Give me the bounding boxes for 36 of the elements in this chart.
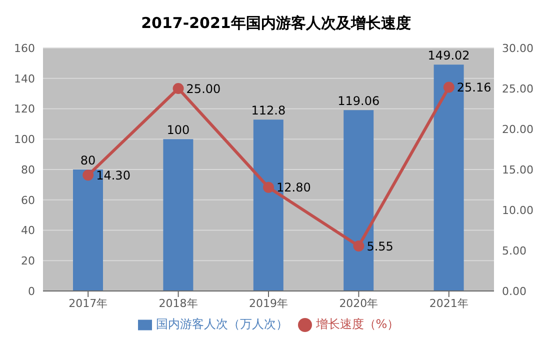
point xyxy=(443,82,454,93)
chart-title: 2017-2021年国内游客人次及增长速度 xyxy=(140,13,412,34)
y-tick-label: 60 xyxy=(21,194,35,207)
x-tick-label: 2019年 xyxy=(249,296,288,310)
legend-label: 增长速度（%） xyxy=(316,317,400,331)
x-tick-label: 2020年 xyxy=(339,296,378,310)
y-tick-label: 100 xyxy=(14,133,35,146)
point xyxy=(172,83,184,94)
y-tick-label: 80 xyxy=(21,163,35,176)
y2-tick-label: 30.00 xyxy=(502,42,534,55)
data-label: 119.06 xyxy=(338,94,380,108)
y-tick-label: 140 xyxy=(14,72,35,86)
y-tick-label: 120 xyxy=(14,102,35,116)
point xyxy=(353,240,364,252)
y-tick-label: 20 xyxy=(21,254,35,268)
x-tick-label: 2017年 xyxy=(68,296,108,310)
y2-tick-label: 5.00 xyxy=(502,244,526,258)
y2-tick-label: 25.00 xyxy=(502,82,534,96)
y-tick-label: 40 xyxy=(21,224,35,238)
point xyxy=(82,170,94,181)
y2-tick-label: 0.00 xyxy=(502,284,526,298)
y-tick-label: 160 xyxy=(14,42,35,55)
y2-tick-label: 20.00 xyxy=(502,122,534,136)
data-label: 112.8 xyxy=(251,104,286,118)
y-tick-label: 0 xyxy=(28,284,35,298)
y2-tick-label: 10.00 xyxy=(502,204,534,217)
legend-label: 国内游客人次（万人次） xyxy=(156,317,288,331)
data-label: 80 xyxy=(80,154,96,168)
data-label: 149.02 xyxy=(428,48,470,63)
y2-tick-label: 15.00 xyxy=(502,163,534,176)
point xyxy=(263,182,274,193)
data-label: 100 xyxy=(166,123,190,138)
bar xyxy=(163,139,194,291)
data-label: 25.00 xyxy=(186,82,221,96)
x-tick-label: 2021年 xyxy=(429,296,468,310)
x-tick-label: 2018年 xyxy=(158,296,198,310)
